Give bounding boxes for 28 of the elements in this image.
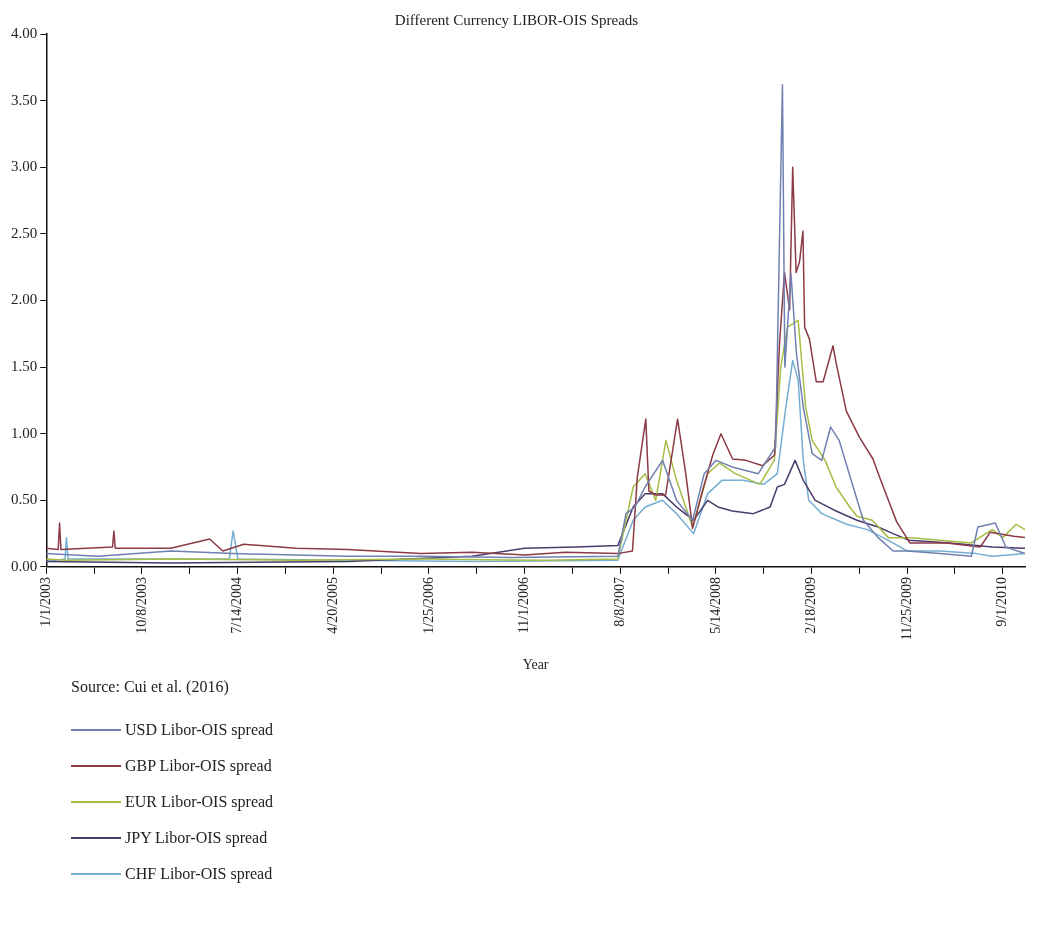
x-axis-title: Year [522,657,549,673]
y-tick-label: 4.00 [11,24,38,41]
x-tick-label: 8/8/2007 [611,576,627,627]
legend-label: GBP Libor-OIS spread [125,757,272,775]
x-tick-label: 11/1/2006 [516,576,532,634]
x-tick-label: 4/20/2005 [324,576,340,634]
chart-title: Different Currency LIBOR-OIS Spreads [394,11,639,28]
source-note: Source: Cui et al. (2016) [71,678,230,696]
y-tick-label: 1.50 [11,358,38,375]
x-tick-label: 5/14/2008 [707,576,723,634]
legend-label: EUR Libor-OIS spread [125,793,274,811]
legend-label: USD Libor-OIS spread [125,721,274,739]
y-tick-label: 0.00 [11,557,38,574]
y-tick-label: 2.00 [11,291,38,308]
legend-label: JPY Libor-OIS spread [125,829,268,847]
x-tick-label: 7/14/2004 [229,576,245,634]
y-tick-label: 3.50 [11,91,38,108]
x-tick-label: 1/1/2003 [37,576,53,627]
x-tick-label: 1/25/2006 [420,576,436,634]
legend-label: CHF Libor-OIS spread [125,865,273,883]
x-tick-label: 10/8/2003 [133,576,149,634]
y-tick-label: 3.00 [11,158,38,175]
y-tick-label: 0.50 [11,491,38,508]
y-tick-label: 2.50 [11,224,38,241]
y-tick-label: 1.00 [11,424,38,441]
x-tick-label: 2/18/2009 [803,576,819,634]
x-tick-label: 11/25/2009 [898,576,914,641]
x-tick-label: 9/1/2010 [994,576,1010,627]
